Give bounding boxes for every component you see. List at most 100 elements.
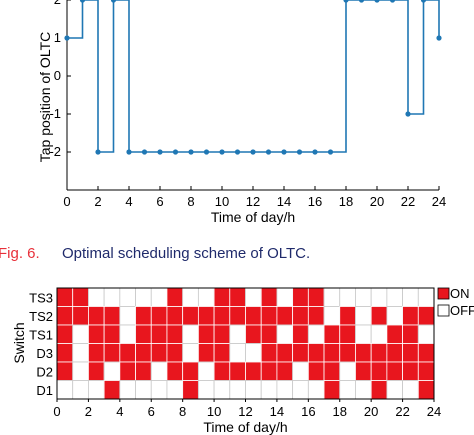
heatmap-cell-off: [182, 324, 199, 344]
heatmap-cell-off: [135, 287, 152, 307]
heatmap-cell-off: [150, 287, 168, 307]
tap-position-point: [389, 0, 396, 3]
heatmap-cell-off: [72, 343, 89, 363]
tap-position-point: [95, 149, 101, 155]
tap-position-point: [343, 0, 349, 3]
heatmap-cell-on: [197, 306, 215, 326]
heatmap-cell-on: [135, 361, 152, 381]
tap-position-point: [64, 35, 70, 41]
heatmap-cell-off: [355, 306, 372, 326]
bottom-y-axis-label: Switch: [11, 322, 27, 363]
heatmap-cell-off: [197, 380, 215, 400]
heatmap-cell-on: [355, 361, 372, 381]
heatmap-cell-on: [135, 324, 152, 344]
heatmap-cell-on: [72, 287, 89, 307]
heatmap-cell-off: [386, 287, 403, 307]
bottom-x-tick-label: 2: [85, 404, 92, 419]
heatmap-cell-off: [402, 380, 419, 400]
heatmap-cell-on: [292, 324, 309, 344]
heatmap-cell-on: [307, 343, 325, 363]
heatmap-cell-off: [72, 324, 89, 344]
caption-text: Optimal scheduling scheme of OLTC.: [62, 245, 310, 262]
heatmap-cell-on: [307, 361, 325, 381]
bottom-x-tick-label: 14: [270, 404, 284, 419]
tap-position-point: [203, 149, 210, 155]
heatmap-cell-on: [72, 306, 89, 326]
heatmap-cell-off: [213, 380, 231, 400]
heatmap-row-label: D2: [36, 364, 53, 379]
legend-on-label: ON: [450, 286, 470, 301]
bottom-x-tick-label: 0: [53, 404, 60, 419]
heatmap-cell-on: [386, 343, 403, 363]
heatmap-cell-off: [276, 287, 294, 307]
tap-position-point: [141, 149, 148, 155]
heatmap-cell-off: [166, 380, 184, 400]
heatmap-cell-off: [182, 287, 199, 307]
heatmap-cell-on: [56, 343, 74, 363]
legend-on-swatch: [437, 287, 450, 300]
heatmap-cell-on: [276, 361, 294, 381]
heatmap-cell-on: [119, 343, 136, 363]
bottom-x-tick-label: 8: [179, 404, 186, 419]
heatmap-cell-on: [292, 287, 309, 307]
heatmap-cell-off: [417, 324, 435, 344]
top-x-tick-label: 0: [63, 194, 70, 209]
heatmap-cell-on: [166, 287, 184, 307]
heatmap-cell-off: [245, 380, 262, 400]
heatmap-cell-off: [355, 380, 372, 400]
tap-position-point: [420, 0, 427, 3]
heatmap-legend: ON OFF: [437, 286, 474, 318]
heatmap-cell-off: [135, 380, 152, 400]
top-x-tick-label: 20: [370, 194, 384, 209]
heatmap-cell-off: [119, 287, 136, 307]
bottom-x-tick-label: 10: [207, 404, 221, 419]
tap-position-point: [172, 149, 179, 155]
heatmap-cell-on: [370, 306, 388, 326]
heatmap-cell-on: [245, 361, 262, 381]
heatmap-cell-off: [119, 380, 136, 400]
heatmap-cell-on: [182, 380, 199, 400]
heatmap-cell-on: [417, 380, 435, 400]
heatmap-cell-off: [150, 380, 168, 400]
heatmap-row-label: TS3: [29, 290, 53, 305]
heatmap-cell-on: [88, 343, 105, 363]
heatmap-cell-off: [103, 287, 121, 307]
top-x-tick-label: 12: [246, 194, 260, 209]
heatmap-cell-off: [370, 324, 388, 344]
tap-position-point: [327, 149, 334, 155]
heatmap-cell-on: [292, 306, 309, 326]
heatmap-cell-on: [355, 343, 372, 363]
heatmap-cell-on: [119, 361, 136, 381]
heatmap-cell-on: [229, 361, 246, 381]
heatmap-cell-off: [339, 380, 356, 400]
heatmap-cell-off: [119, 306, 136, 326]
heatmap-cell-on: [56, 306, 74, 326]
caption-number: Fig. 6.: [0, 245, 40, 262]
tap-position-series-line: [67, 0, 440, 153]
heatmap-cell-off: [339, 361, 356, 381]
heatmap-cell-off: [150, 361, 168, 381]
heatmap-cell-off: [292, 361, 309, 381]
top-x-tick-label: 24: [432, 194, 446, 209]
top-x-tick-label: 18: [339, 194, 353, 209]
bottom-x-tick-label: 4: [116, 404, 123, 419]
heatmap-cell-on: [323, 380, 341, 400]
heatmap-cell-on: [260, 306, 278, 326]
heatmap-cell-off: [182, 343, 199, 363]
heatmap-cell-on: [417, 306, 435, 326]
heatmap-cell-off: [72, 361, 89, 381]
tap-position-point: [312, 149, 318, 155]
heatmap-cell-on: [323, 343, 341, 363]
heatmap-cell-on: [417, 343, 435, 363]
heatmap-cell-on: [292, 343, 309, 363]
top-x-tick-label: 2: [94, 194, 101, 209]
heatmap-cell-on: [103, 306, 121, 326]
heatmap-cell-off: [229, 343, 246, 363]
bottom-x-tick-label: 20: [364, 404, 378, 419]
top-x-tick-label: 10: [215, 194, 229, 209]
heatmap-cell-on: [88, 324, 105, 344]
heatmap-row-label: D3: [36, 346, 53, 361]
